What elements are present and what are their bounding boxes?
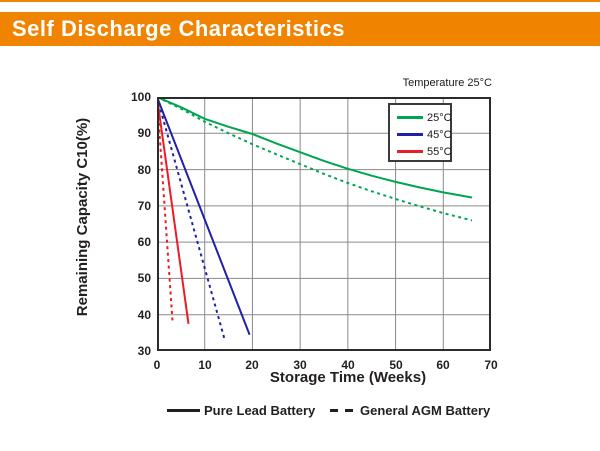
- x-tick-50: 50: [389, 358, 403, 372]
- legend-line-55c-icon: [397, 150, 423, 153]
- legend-label-45c: 45°C: [427, 128, 452, 141]
- solid-line-icon: [167, 409, 200, 412]
- series-lines: [157, 97, 473, 341]
- series-line-25C-general-agm: [157, 97, 473, 222]
- temperature-legend: 25°C 45°C 55°C: [388, 103, 452, 162]
- series-line-45C-general-agm: [157, 97, 226, 341]
- x-tick-60: 60: [436, 358, 450, 372]
- x-tick-20: 20: [245, 358, 259, 372]
- y-tick-70: 70: [137, 199, 151, 213]
- title-banner: Self Discharge Characteristics: [0, 12, 600, 46]
- x-tick-30: 30: [293, 358, 307, 372]
- x-axis-label: Storage Time (Weeks): [269, 369, 427, 386]
- temperature-annotation: Temperature 25°C: [402, 77, 492, 89]
- page-title: Self Discharge Characteristics: [12, 16, 345, 41]
- y-tick-40: 40: [137, 308, 151, 322]
- x-tick-0: 0: [153, 358, 161, 372]
- x-tick-40: 40: [341, 358, 355, 372]
- x-tick-70: 70: [484, 358, 498, 372]
- general-agm-battery-label: General AGM Battery: [360, 403, 491, 418]
- plot-border: [157, 97, 491, 351]
- legend-row-55c: 55°C: [397, 143, 452, 160]
- series-line-25C-pure-lead: [157, 97, 473, 199]
- legend-line-25c-icon: [397, 116, 423, 119]
- series-line-55C-pure-lead: [157, 97, 190, 324]
- series-line-45C-pure-lead: [157, 97, 251, 336]
- legend-row-25c: 25°C: [397, 109, 452, 126]
- y-tick-80: 80: [137, 163, 151, 177]
- y-axis-label: Remaining Capacity C10(%): [74, 117, 91, 317]
- y-tick-100: 100: [130, 90, 151, 104]
- legend-label-25c: 25°C: [427, 111, 452, 124]
- y-tick-30: 30: [137, 344, 151, 358]
- legend-row-45c: 45°C: [397, 126, 452, 143]
- dashed-line-icon: [330, 409, 355, 412]
- y-tick-50: 50: [137, 271, 151, 285]
- top-accent-rule: [0, 0, 600, 2]
- legend-line-45c-icon: [397, 133, 423, 136]
- y-tick-90: 90: [137, 126, 151, 140]
- series-line-55C-general-agm: [157, 97, 174, 324]
- y-tick-60: 60: [137, 235, 151, 249]
- legend-label-55c: 55°C: [427, 145, 452, 158]
- x-tick-10: 10: [198, 358, 212, 372]
- pure-lead-battery-label: Pure Lead Battery: [204, 403, 316, 418]
